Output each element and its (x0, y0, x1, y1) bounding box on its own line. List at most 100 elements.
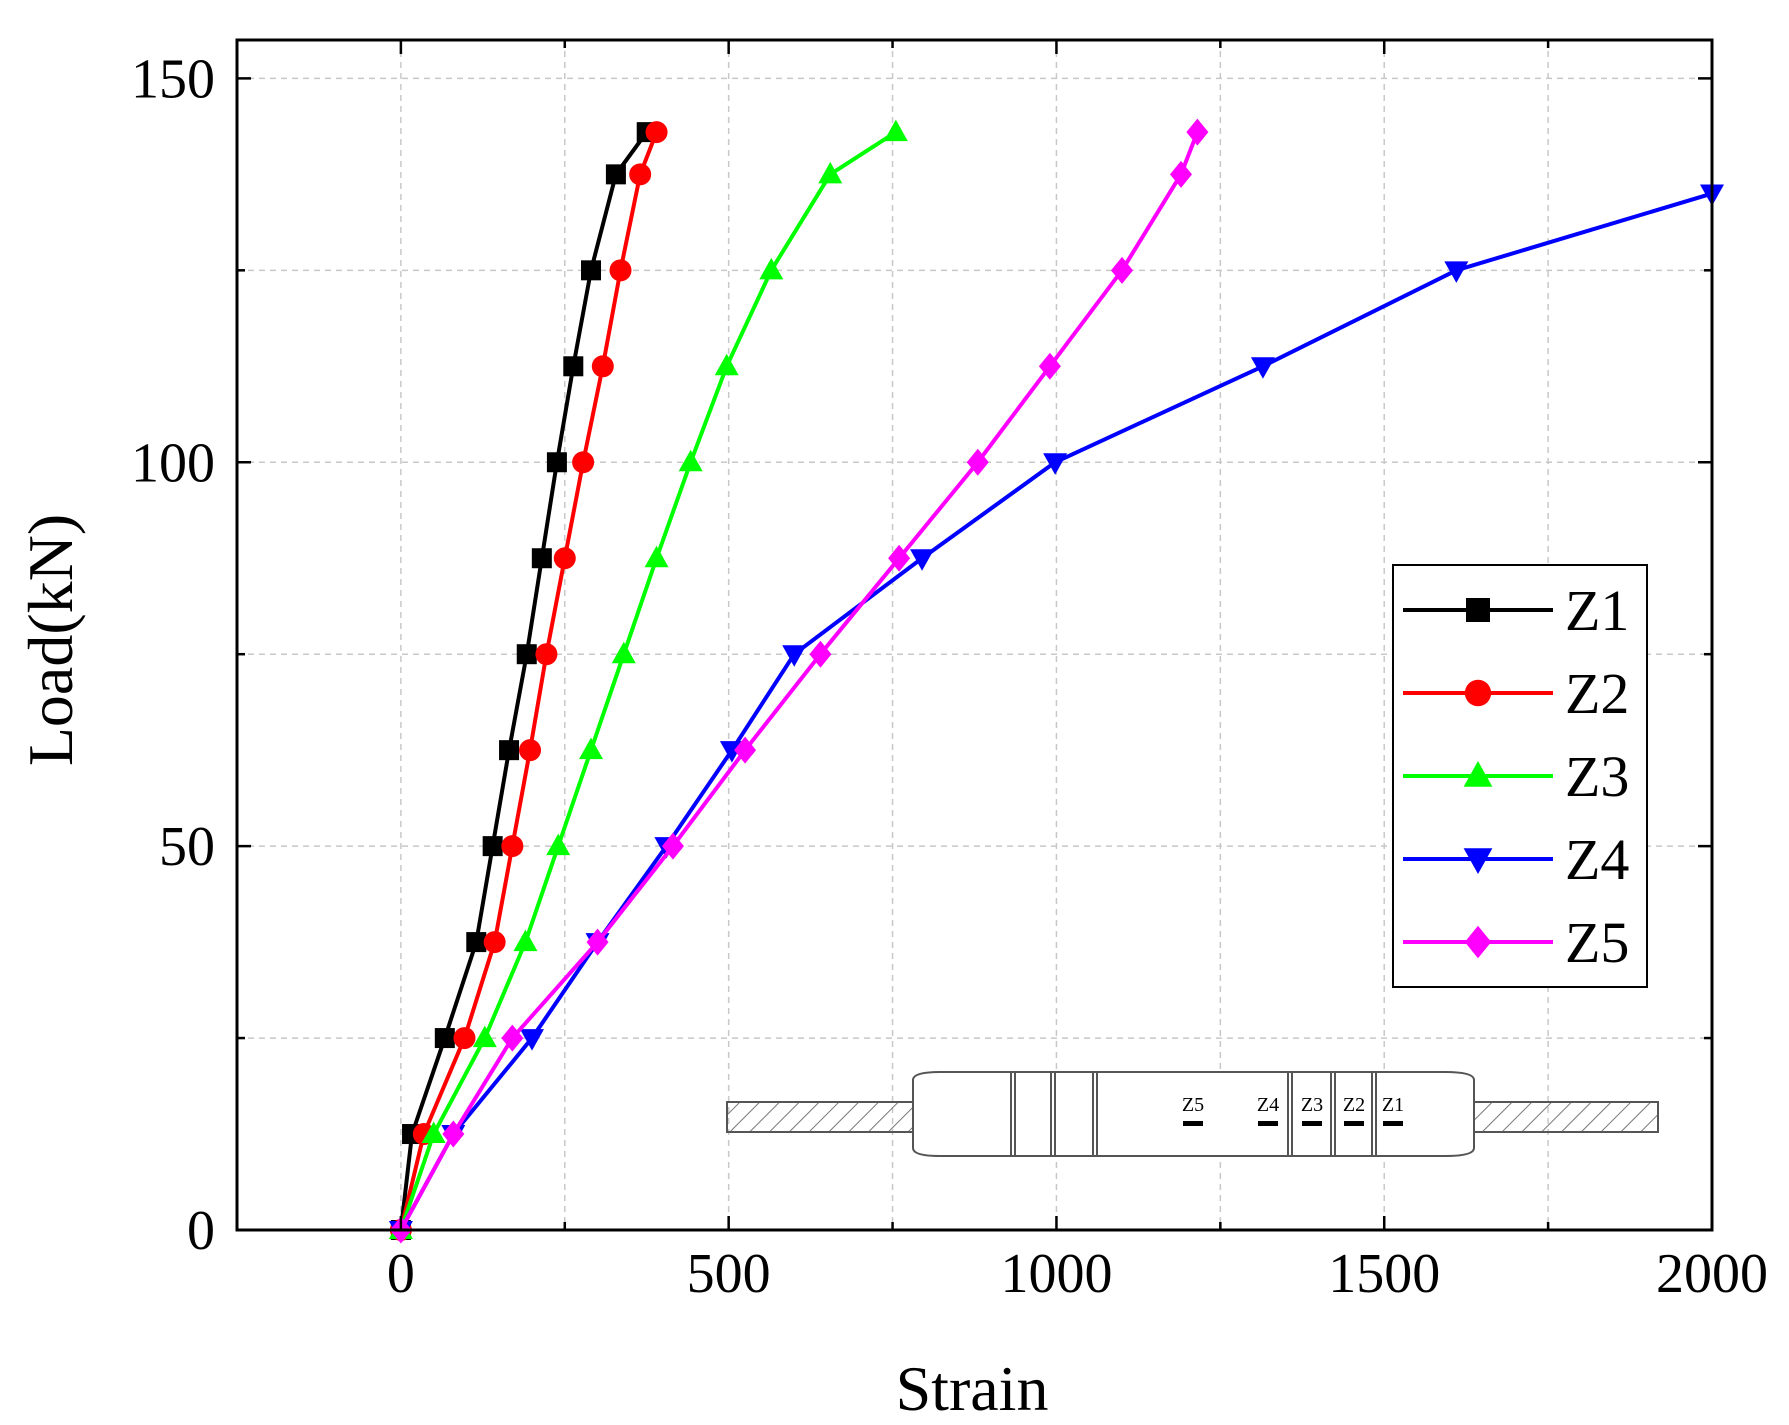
data-point-z1 (499, 740, 520, 761)
legend-marker-z3 (1463, 761, 1493, 787)
legend-entry-z2: Z2 (1403, 661, 1629, 726)
x-tick-label: 2000 (1656, 1243, 1768, 1305)
inset-rod-right (1473, 1101, 1659, 1133)
data-point-z2 (591, 355, 614, 378)
data-point-z5 (888, 544, 911, 572)
inset-label-z3: Z3 (1301, 1094, 1323, 1116)
inset-label-z1: Z1 (1382, 1094, 1404, 1116)
data-point-z5 (734, 736, 757, 764)
legend-label-z5: Z5 (1565, 910, 1629, 975)
data-point-z1 (581, 260, 601, 281)
x-tick-label: 1500 (1328, 1243, 1440, 1305)
legend-marker-z5 (1464, 925, 1492, 959)
series-z3 (388, 119, 908, 1239)
y-tick-label: 50 (159, 816, 215, 878)
x-tick-label: 0 (387, 1243, 415, 1305)
data-point-z5 (586, 928, 609, 956)
legend-label-z1: Z1 (1565, 578, 1629, 643)
y-axis-title: Load(kN) (15, 514, 86, 766)
data-point-z5 (809, 640, 832, 668)
x-axis-title: Strain (896, 1353, 1049, 1424)
inset-body (912, 1071, 1475, 1157)
series-z5 (389, 118, 1209, 1244)
legend-label-z2: Z2 (1565, 661, 1629, 726)
gauge-z1 (1383, 1121, 1403, 1126)
inset-rod-left (726, 1101, 914, 1133)
data-point-z2 (572, 451, 595, 474)
y-tick-label: 150 (131, 48, 215, 110)
data-point-z2 (519, 739, 542, 762)
legend-label-z4: Z4 (1565, 827, 1629, 892)
data-point-z3 (678, 449, 703, 472)
data-point-z1 (466, 932, 487, 953)
series-line-z3 (398, 130, 898, 1232)
data-point-z3 (714, 353, 739, 376)
data-point-z4 (520, 1029, 544, 1051)
series-line-z1 (398, 130, 649, 1232)
data-point-z3 (644, 545, 669, 568)
data-point-z5 (501, 1024, 524, 1052)
data-point-z4 (1043, 453, 1068, 475)
data-point-z3 (421, 1121, 446, 1144)
data-point-z4 (782, 645, 807, 667)
data-point-z1 (516, 644, 537, 665)
data-point-z2 (629, 163, 652, 186)
y-tick-label: 0 (187, 1200, 215, 1262)
data-point-z5 (966, 448, 989, 476)
legend-label-z3: Z3 (1565, 744, 1629, 809)
inset-label-z2: Z2 (1343, 1094, 1365, 1116)
data-point-z5 (442, 1120, 465, 1148)
legend-marker-z2 (1464, 679, 1492, 707)
data-point-z1 (605, 164, 626, 185)
series-line-z4 (398, 191, 1714, 1232)
data-point-z2 (609, 259, 632, 282)
legend-marker-z4 (1463, 848, 1493, 874)
data-point-z3 (611, 641, 636, 664)
data-point-z5 (1038, 352, 1061, 380)
x-tick-label: 1000 (1000, 1243, 1112, 1305)
data-point-z5 (1111, 256, 1133, 284)
data-point-z3 (513, 929, 538, 952)
data-point-z1 (434, 1028, 455, 1049)
data-point-z3 (818, 161, 843, 184)
data-point-z2 (645, 121, 668, 144)
legend-entry-z5: Z5 (1403, 910, 1629, 975)
gauge-z3 (1302, 1121, 1322, 1126)
data-point-z2 (553, 547, 576, 570)
data-point-z2 (483, 931, 506, 954)
data-point-z1 (482, 836, 503, 857)
data-point-z3 (472, 1025, 497, 1048)
inset-label-z5: Z5 (1182, 1094, 1204, 1116)
data-point-z5 (661, 832, 684, 860)
data-point-z3 (546, 833, 571, 856)
data-point-z4 (1250, 357, 1275, 379)
legend-marker-z1 (1466, 598, 1490, 622)
data-point-z1 (563, 356, 584, 377)
legend-entry-z1: Z1 (1403, 578, 1629, 643)
legend-entry-z3: Z3 (1403, 744, 1629, 809)
legend: Z1 Z2 Z3 Z4 Z5 (1392, 564, 1648, 988)
gauge-z2 (1344, 1121, 1364, 1126)
legend-entry-z4: Z4 (1403, 827, 1629, 892)
data-point-z2 (501, 835, 524, 858)
y-tick-label: 100 (131, 432, 215, 494)
gauge-z5 (1183, 1121, 1203, 1126)
data-point-z5 (1186, 118, 1209, 146)
series-line-z2 (398, 130, 659, 1232)
data-point-z2 (535, 643, 558, 666)
inset-label-z4: Z4 (1257, 1094, 1279, 1116)
data-point-z3 (759, 257, 784, 280)
data-point-z3 (883, 119, 908, 142)
axes: 0 500 1000 1500 2000 0 50 100 150 (131, 38, 1768, 1305)
data-point-z1 (546, 452, 567, 473)
data-point-z4 (1444, 261, 1469, 283)
gauge-z4 (1258, 1121, 1278, 1126)
specimen-inset: Z5 Z4 Z3 Z2 Z1 (726, 1071, 1659, 1157)
data-point-z4 (910, 549, 935, 571)
data-point-z3 (579, 737, 603, 760)
data-point-z2 (453, 1027, 476, 1050)
data-point-z1 (531, 548, 552, 569)
plot-frame (235, 38, 1714, 1232)
data-point-z5 (1170, 160, 1192, 188)
